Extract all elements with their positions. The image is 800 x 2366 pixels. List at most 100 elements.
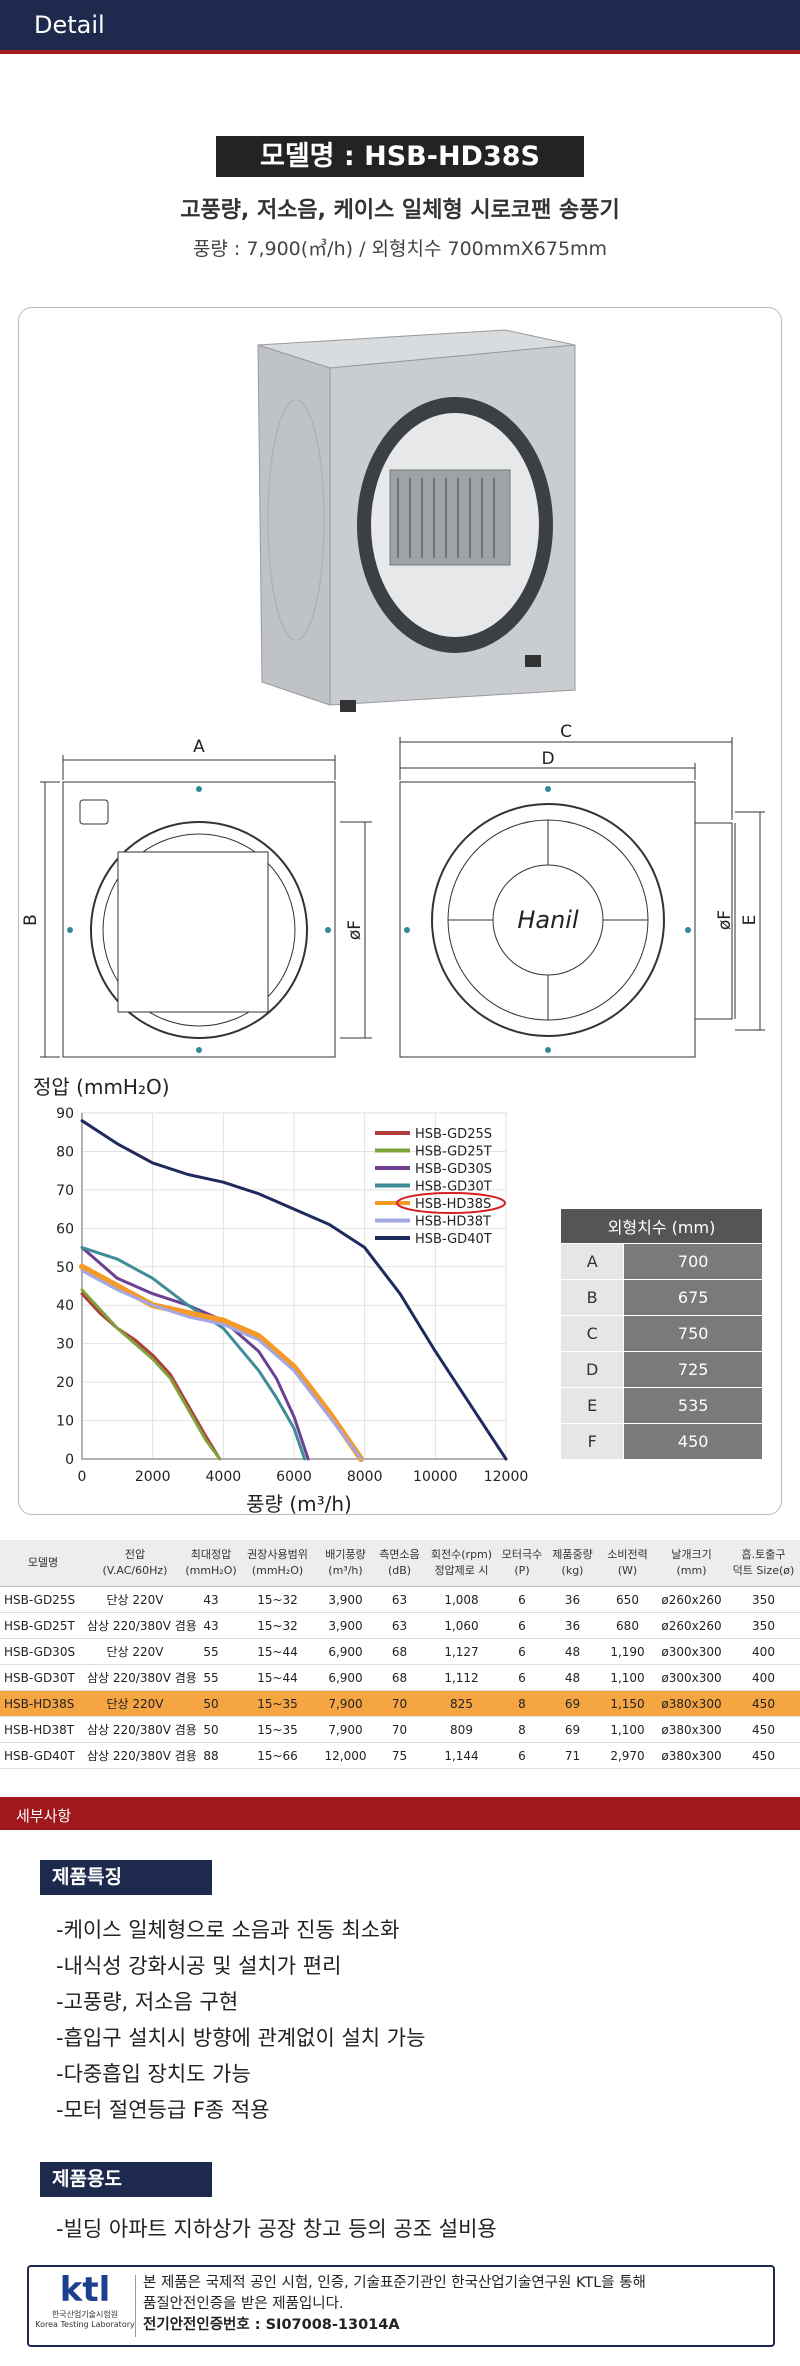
dim-label: E (740, 915, 760, 926)
spec-row: HSB-GD25S 단상 220V 43 15~32 3,900 63 1,008 6 36 65… (0, 1586, 800, 1613)
spec-cell: 36 (546, 1586, 599, 1613)
front-view (40, 755, 372, 1058)
header-text: 흡.토출구 (741, 1548, 786, 1561)
spec-cell: HSB-GD30T (0, 1664, 86, 1691)
series-line (80, 1246, 307, 1461)
spec-row: HSB-HD38S 단상 220V 50 15~35 7,900 70 825 8 69 1,15… (0, 1690, 800, 1717)
section-label: 제품특징 (40, 1860, 212, 1895)
spec-cell: 450 (727, 1742, 800, 1769)
spec-cell: 15~35 (238, 1716, 317, 1743)
spec-cell: 8 (498, 1716, 546, 1743)
spec-cell: 삼상 220/380V 겸용 (86, 1612, 197, 1639)
header-text: 배기풍량 (325, 1548, 366, 1561)
spec-cell: 350 (727, 1586, 800, 1613)
dimension-row: B 675 (559, 1279, 763, 1316)
header-cell: 흡.토출구 덕트 Size(ø) (727, 1540, 800, 1587)
spec-cell: 15~66 (238, 1742, 317, 1769)
spec-cell: 3,900 (317, 1586, 374, 1613)
y-tick-label: 20 (56, 1375, 74, 1391)
spec-cell: HSB-GD25T (0, 1612, 86, 1639)
header-cell: 날개크기 (mm) (656, 1540, 727, 1587)
dimension-value: 725 (623, 1351, 763, 1388)
spec-cell: HSB-HD38S (0, 1690, 86, 1717)
header-text: 권장사용범위 (247, 1548, 308, 1561)
spec-cell: 400 (727, 1638, 800, 1665)
side-view (399, 737, 765, 1058)
spec-cell: 6 (498, 1664, 546, 1691)
spec-cell: 680 (599, 1612, 656, 1639)
logo-name: 한국산업기술시험원 (51, 2310, 119, 2319)
dimension-value: 750 (623, 1315, 763, 1352)
header-text: (W) (617, 1564, 638, 1577)
header-text: 정압제로 시 (434, 1564, 489, 1577)
header-text: 모터극수 (501, 1548, 543, 1561)
product-photo (257, 329, 576, 712)
x-tick-label: 4000 (206, 1469, 242, 1485)
spec-cell: 3,900 (317, 1612, 374, 1639)
x-axis-label: 풍량 (m³/h) (246, 1492, 352, 1516)
feature-item: -고풍량, 저소음 구현 (56, 1990, 239, 2014)
spec-cell: 1,008 (425, 1586, 498, 1613)
header-bar: Detail (0, 0, 800, 54)
header-cell: 모터극수 (P) (498, 1540, 546, 1587)
series-line (80, 1269, 363, 1461)
brand-logo: Hanil (517, 906, 579, 934)
legend-label: HSB-GD30S (415, 1162, 492, 1177)
x-tick-label: 8000 (347, 1469, 383, 1485)
logo-text: ktl (59, 2270, 111, 2310)
spec-cell: 7,900 (317, 1716, 374, 1743)
header-cell: 소비전력 (W) (599, 1540, 656, 1587)
spec-cell: 400 (727, 1664, 800, 1691)
spec-cell: 75 (374, 1742, 425, 1769)
y-tick-label: 80 (56, 1144, 74, 1160)
header-cell: 배기풍량 (m³/h) (317, 1540, 374, 1587)
spec-cell: ø380x300 (656, 1742, 727, 1769)
header-text: (mmH₂O) (251, 1564, 304, 1577)
spec-cell: 단상 220V (86, 1638, 184, 1665)
dimension-row: E 535 (559, 1387, 763, 1424)
x-tick-label: 0 (78, 1469, 87, 1485)
spec-cell: 15~32 (238, 1586, 317, 1613)
cert-text: 품질안전인증을 받은 제품입니다. (143, 2296, 344, 2312)
model-title: 모델명 : HSB-HD38S (216, 136, 584, 177)
y-tick-label: 70 (56, 1183, 74, 1199)
feature-item: -흡입구 설치시 방향에 관계없이 설치 가능 (56, 2026, 426, 2050)
spec-cell: HSB-GD25S (0, 1586, 86, 1613)
series-line (80, 1292, 222, 1461)
spec-cell: 68 (374, 1638, 425, 1665)
header-text: 날개크기 (671, 1548, 712, 1561)
header-text: 제품중량 (552, 1548, 593, 1561)
y-tick-label: 40 (56, 1298, 74, 1314)
model-spec: 풍량 : 7,900(㎥/h) / 외형치수 700mmX675mm (192, 238, 608, 260)
dimension-key: F (559, 1423, 625, 1460)
dimension-key: C (559, 1315, 625, 1352)
legend-label: HSB-HD38T (415, 1215, 491, 1230)
spec-cell: 43 (184, 1586, 238, 1613)
dimension-value: 450 (623, 1423, 763, 1460)
spec-cell: 1,144 (425, 1742, 498, 1769)
bolt-marks (67, 786, 691, 1053)
spec-cell: 6 (498, 1638, 546, 1665)
spec-row: HSB-GD30T 삼상 220/380V 겸용 55 15~44 6,900 68 1,1… (0, 1664, 800, 1691)
header-text: 측면소음 (379, 1548, 420, 1561)
feature-item: -내식성 강화시공 및 설치가 편리 (56, 1954, 342, 1978)
dim-label: øF (715, 910, 735, 930)
details-bar: 세부사항 (0, 1797, 800, 1830)
header-cell: 권장사용범위 (mmH₂O) (238, 1540, 317, 1587)
dim-label: A (193, 737, 205, 757)
spec-cell: 809 (425, 1716, 498, 1743)
spec-row: HSB-GD25T 삼상 220/380V 겸용 43 15~32 3,900 63 1,0… (0, 1612, 800, 1639)
header-cell: 측면소음 (dB) (374, 1540, 425, 1587)
dimension-row: C 750 (559, 1315, 763, 1352)
header-text: 모델명 (27, 1556, 59, 1569)
spec-cell: HSB-HD38T (0, 1716, 86, 1743)
spec-cell: 69 (546, 1690, 599, 1717)
x-tick-label: 10000 (413, 1469, 458, 1485)
y-tick-label: 60 (56, 1221, 74, 1237)
cert-text: 본 제품은 국제적 공인 시험, 인증, 기술표준기관인 한국산업기술연구원 K… (143, 2275, 646, 2291)
certification-box: ktl 한국산업기술시험원 Korea Testing Laboratory 본… (27, 2265, 775, 2347)
spec-cell: 50 (184, 1690, 238, 1717)
dimension-row: A 700 (559, 1243, 763, 1280)
dimension-key: A (559, 1243, 625, 1280)
